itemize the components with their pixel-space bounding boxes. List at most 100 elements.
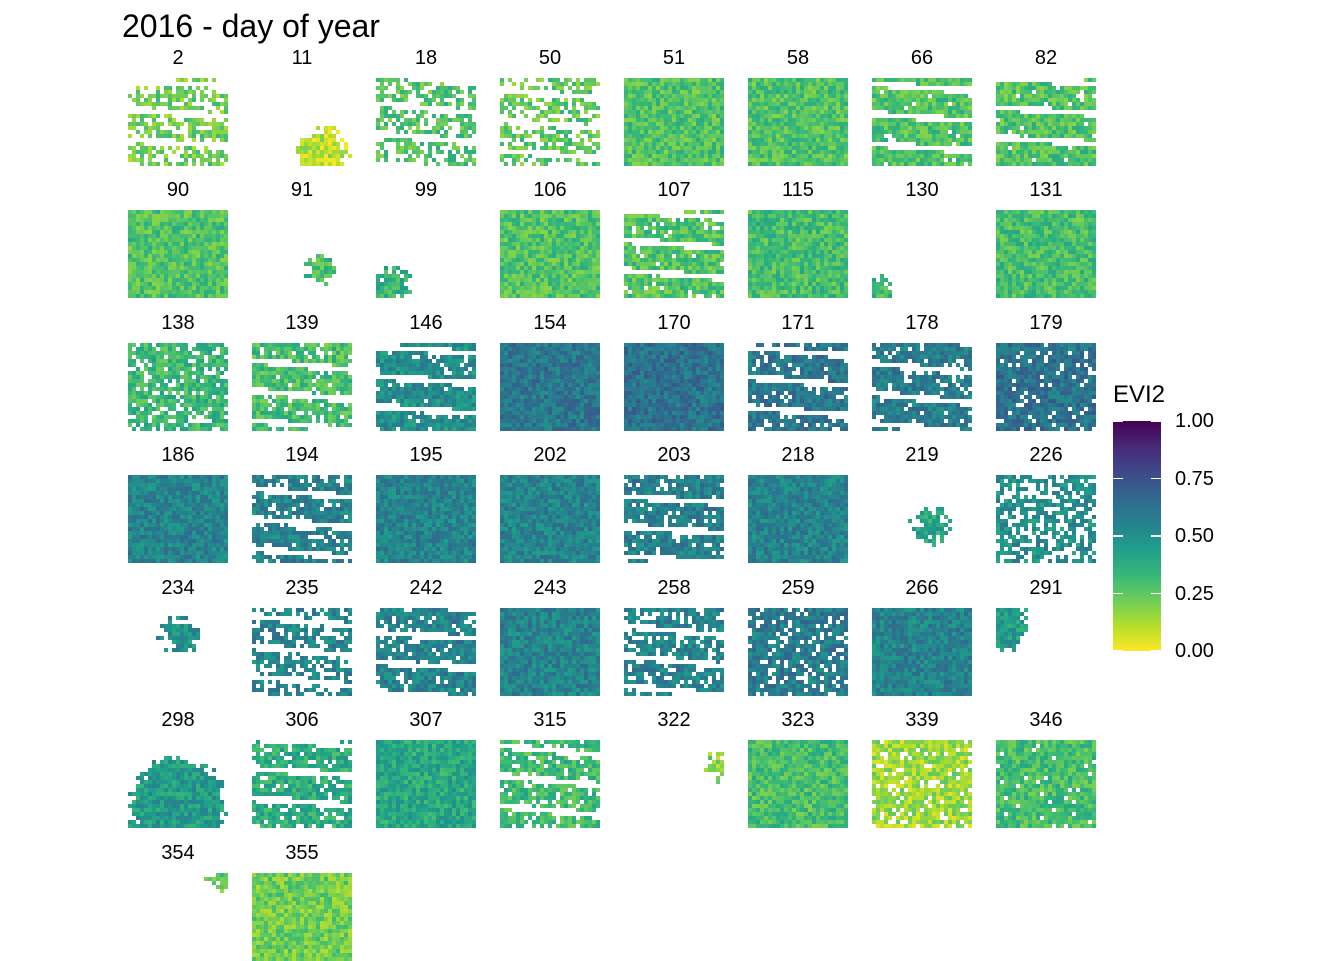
facet-panel: 51 xyxy=(624,46,724,166)
facet-label: 306 xyxy=(252,708,352,732)
evi2-raster xyxy=(252,873,352,961)
facet-label: 82 xyxy=(996,46,1096,70)
facet-panel: 99 xyxy=(376,178,476,298)
facet-panel: 154 xyxy=(500,311,600,431)
facet-panel: 139 xyxy=(252,311,352,431)
facet-panel: 195 xyxy=(376,443,476,563)
facet-label: 66 xyxy=(872,46,972,70)
evi2-raster xyxy=(872,343,972,431)
evi2-raster xyxy=(624,343,724,431)
evi2-raster xyxy=(376,475,476,563)
facet-panel: 354 xyxy=(128,841,228,961)
facet-label: 203 xyxy=(624,443,724,467)
facet-label: 58 xyxy=(748,46,848,70)
facet-label: 91 xyxy=(252,178,352,202)
evi2-raster xyxy=(376,343,476,431)
legend-tick-mark xyxy=(1113,650,1123,652)
legend-tick-mark xyxy=(1151,420,1161,422)
evi2-raster xyxy=(376,608,476,696)
facet-panel: 218 xyxy=(748,443,848,563)
facet-panel: 298 xyxy=(128,708,228,828)
facet-label: 179 xyxy=(996,311,1096,335)
evi2-raster xyxy=(376,78,476,166)
facet-panel: 66 xyxy=(872,46,972,166)
evi2-raster xyxy=(128,740,228,828)
evi2-raster xyxy=(748,608,848,696)
facet-panel: 242 xyxy=(376,576,476,696)
evi2-raster xyxy=(500,475,600,563)
evi2-raster xyxy=(748,343,848,431)
facet-label: 339 xyxy=(872,708,972,732)
facet-label: 242 xyxy=(376,576,476,600)
evi2-raster xyxy=(128,210,228,298)
facet-panel: 82 xyxy=(996,46,1096,166)
evi2-raster xyxy=(500,78,600,166)
facet-label: 139 xyxy=(252,311,352,335)
legend-tick-mark xyxy=(1151,650,1161,652)
facet-panel: 235 xyxy=(252,576,352,696)
facet-label: 154 xyxy=(500,311,600,335)
facet-panel: 138 xyxy=(128,311,228,431)
facet-label: 315 xyxy=(500,708,600,732)
facet-label: 307 xyxy=(376,708,476,732)
legend-tick-mark xyxy=(1151,593,1161,595)
facet-panel: 106 xyxy=(500,178,600,298)
facet-label: 259 xyxy=(748,576,848,600)
facet-panel: 291 xyxy=(996,576,1096,696)
legend-tick-mark xyxy=(1151,535,1161,537)
legend-tick-label: 0.50 xyxy=(1175,524,1214,548)
facet-label: 170 xyxy=(624,311,724,335)
facet-label: 106 xyxy=(500,178,600,202)
evi2-raster xyxy=(376,740,476,828)
facet-label: 354 xyxy=(128,841,228,865)
evi2-raster xyxy=(748,475,848,563)
legend-tick-label: 1.00 xyxy=(1175,409,1214,433)
evi2-raster xyxy=(500,343,600,431)
facet-panel: 346 xyxy=(996,708,1096,828)
facet-panel: 58 xyxy=(748,46,848,166)
facet-label: 99 xyxy=(376,178,476,202)
evi2-raster xyxy=(128,873,228,961)
evi2-raster xyxy=(500,210,600,298)
facet-label: 243 xyxy=(500,576,600,600)
evi2-raster xyxy=(624,740,724,828)
facet-label: 90 xyxy=(128,178,228,202)
facet-panel: 323 xyxy=(748,708,848,828)
facet-label: 202 xyxy=(500,443,600,467)
evi2-raster xyxy=(996,343,1096,431)
facet-label: 138 xyxy=(128,311,228,335)
evi2-raster xyxy=(252,78,352,166)
evi2-raster xyxy=(128,78,228,166)
facet-label: 266 xyxy=(872,576,972,600)
facet-panel: 339 xyxy=(872,708,972,828)
evi2-raster xyxy=(128,475,228,563)
facet-panel: 219 xyxy=(872,443,972,563)
evi2-raster xyxy=(500,740,600,828)
facet-panel: 258 xyxy=(624,576,724,696)
facet-label: 18 xyxy=(376,46,476,70)
legend-tick-mark xyxy=(1113,420,1123,422)
facet-label: 234 xyxy=(128,576,228,600)
evi2-raster xyxy=(128,343,228,431)
facet-label: 130 xyxy=(872,178,972,202)
facet-panel: 243 xyxy=(500,576,600,696)
facet-label: 291 xyxy=(996,576,1096,600)
evi2-raster xyxy=(996,210,1096,298)
facet-label: 2 xyxy=(128,46,228,70)
facet-panel: 194 xyxy=(252,443,352,563)
facet-panel: 203 xyxy=(624,443,724,563)
evi2-raster xyxy=(500,608,600,696)
facet-panel: 115 xyxy=(748,178,848,298)
legend-tick-mark xyxy=(1113,593,1123,595)
facet-panel: 2 xyxy=(128,46,228,166)
evi2-raster xyxy=(624,210,724,298)
legend-tick-mark xyxy=(1113,478,1123,480)
facet-label: 346 xyxy=(996,708,1096,732)
facet-panel: 107 xyxy=(624,178,724,298)
facet-label: 11 xyxy=(252,46,352,70)
facet-label: 186 xyxy=(128,443,228,467)
evi2-raster xyxy=(872,608,972,696)
legend-tick-label: 0.00 xyxy=(1175,639,1214,663)
facet-panel: 234 xyxy=(128,576,228,696)
facet-label: 50 xyxy=(500,46,600,70)
